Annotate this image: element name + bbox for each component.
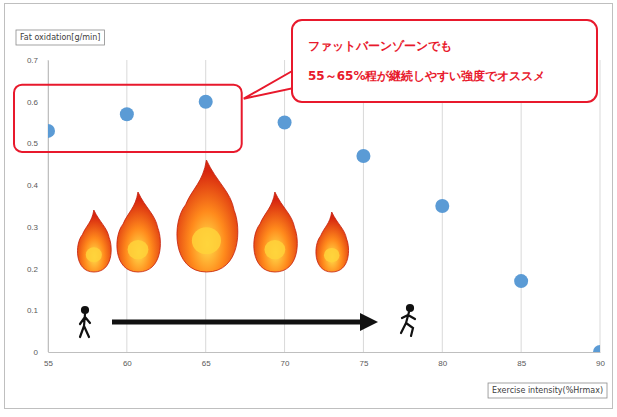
flame-core: [128, 240, 149, 259]
y-tick-label: 0.3: [27, 223, 39, 232]
x-tick-label: 75: [359, 359, 368, 368]
y-axis: 0 0.1 0.2 0.3 0.4 0.5 0.6 0.7: [27, 56, 49, 357]
x-axis-title-box: [488, 383, 607, 398]
data-point: [278, 116, 292, 130]
flame: [316, 212, 349, 272]
y-tick: 0.3: [27, 223, 48, 232]
y-tick: 0.1: [27, 306, 48, 315]
x-tick-label: 70: [281, 359, 290, 368]
y-tick-label: 0.5: [27, 139, 39, 148]
y-tick: 0.5: [27, 139, 48, 148]
x-tick: 80: [438, 352, 447, 368]
data-point: [356, 149, 370, 163]
runner-icon: [407, 305, 413, 311]
y-axis-line: [48, 61, 49, 353]
y-tick: 0: [34, 348, 48, 357]
x-axis-line: [49, 352, 601, 353]
x-tick-label: 90: [596, 359, 605, 368]
x-tick: 90: [596, 352, 605, 368]
y-axis-title-box: [16, 30, 104, 45]
y-tick-label: 0.7: [27, 56, 39, 65]
arrow: [112, 320, 362, 325]
x-tick-label: 80: [438, 359, 447, 368]
y-tick-label: 0.1: [27, 306, 39, 315]
data-point: [199, 95, 213, 109]
x-tick: 55: [44, 352, 53, 368]
annotation-text: 55～65%程が継続しやすい強度でオススメ: [308, 69, 545, 83]
grid-line: [284, 60, 285, 352]
x-tick-label: 55: [44, 359, 53, 368]
chart: 55 60 65 70 75 80 85 90 0 0.1 0.2 0.3 0.4 0.5 0.6 0.7 ファ…: [0, 0, 617, 417]
highlight-box: [14, 85, 242, 152]
flame: [117, 192, 161, 272]
callout-box: [292, 20, 597, 102]
runner-icon: [401, 312, 415, 336]
data-point: [48, 124, 55, 138]
grid-line: [126, 60, 127, 352]
annotation-text: ファットバーンゾーンでも: [308, 39, 452, 53]
points: [48, 95, 600, 352]
data-point: [120, 107, 134, 121]
callout-join: [294, 68, 298, 90]
flame: [77, 210, 111, 272]
arrow-head: [360, 313, 378, 331]
x-tick: 70: [281, 352, 290, 368]
y-tick: 0.2: [27, 265, 48, 274]
flames: [77, 160, 348, 272]
x-tick: 75: [359, 352, 368, 368]
y-tick-label: 0: [34, 348, 39, 357]
flame-core: [324, 248, 340, 262]
y-tick: 0.6: [27, 98, 48, 107]
flame-core: [192, 227, 221, 254]
y-tick: 0.4: [27, 181, 48, 190]
frame: [5, 4, 613, 409]
y-tick-label: 0.6: [27, 98, 39, 107]
walker-icon: [82, 307, 88, 313]
grid-line: [48, 60, 49, 352]
data-point: [593, 345, 600, 352]
flame-core: [264, 240, 285, 259]
flame: [177, 160, 238, 272]
grid-line: [521, 60, 522, 352]
icons: [80, 305, 415, 337]
x-axis: 55 60 65 70 75 80 85 90: [44, 352, 605, 368]
y-tick-label: 0.4: [27, 181, 39, 190]
x-tick: 65: [202, 352, 211, 368]
callout-tail: [244, 70, 294, 99]
x-tick: 85: [517, 352, 526, 368]
x-axis-title: Exercise intensity(%Hrmax): [492, 386, 603, 395]
x-tick-label: 60: [123, 359, 132, 368]
grid-line: [600, 60, 601, 352]
grid-line: [363, 60, 364, 352]
y-axis-title: Fat oxidation[g/min]: [20, 33, 100, 42]
x-tick-label: 85: [517, 359, 526, 368]
y-tick-label: 0.2: [27, 265, 39, 274]
y-tick: 0.7: [27, 56, 48, 65]
flame-core: [86, 247, 102, 262]
walker-icon: [80, 314, 90, 337]
flame: [254, 192, 298, 272]
x-tick: 60: [123, 352, 132, 368]
x-tick-label: 65: [202, 359, 211, 368]
grid: [48, 60, 600, 352]
data-point: [514, 274, 528, 288]
data-point: [435, 199, 449, 213]
